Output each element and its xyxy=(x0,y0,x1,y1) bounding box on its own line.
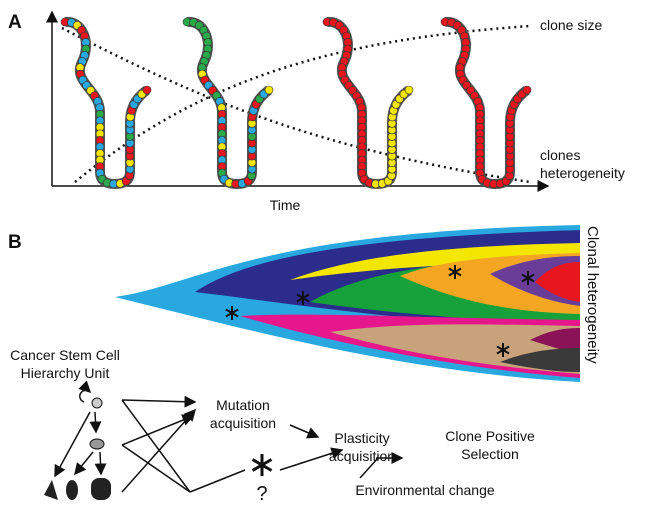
side-label: Clonal heterogeneity xyxy=(584,226,601,364)
crypt-cell xyxy=(404,85,414,95)
hierarchy-icon xyxy=(44,380,111,500)
crypt-cell xyxy=(264,85,274,95)
panel-label: A xyxy=(8,12,22,33)
asterisk xyxy=(496,343,510,357)
hierarchy-label: Hierarchy Unit xyxy=(21,365,110,381)
connectors xyxy=(121,395,404,493)
panel-b: B Clonal heterogeneity Cancer Stem Cell … xyxy=(8,225,601,505)
asterisk-stroke xyxy=(251,458,273,472)
mutation-markers xyxy=(225,265,535,476)
asterisk xyxy=(448,265,462,279)
panel-label: B xyxy=(8,232,22,253)
step-label: Mutation xyxy=(216,397,270,413)
asterisk xyxy=(521,271,535,285)
asterisk-stroke xyxy=(225,308,239,318)
unknown-mark: ? xyxy=(256,483,267,505)
x-axis-label: Time xyxy=(270,197,301,213)
fish-plot xyxy=(115,225,580,382)
step-label: acquisition xyxy=(329,448,395,464)
asterisk xyxy=(296,291,310,305)
step-label: acquisition xyxy=(210,415,276,431)
crypt-cell xyxy=(142,85,152,95)
panel-a: A Time clone size clones heterogeneity xyxy=(8,10,625,213)
asterisk xyxy=(251,454,273,476)
hierarchy-label: Cancer Stem Cell xyxy=(10,347,120,363)
asterisk-stroke xyxy=(296,293,310,303)
curve-label: heterogeneity xyxy=(540,165,625,181)
asterisk-stroke xyxy=(521,273,535,283)
crypt-cell xyxy=(522,85,532,95)
curve-label: clones xyxy=(540,147,580,163)
asterisk-stroke xyxy=(448,267,462,277)
crypts xyxy=(60,17,532,190)
asterisk-stroke xyxy=(496,345,510,355)
step-label: Plasticity xyxy=(334,430,389,446)
step-label: Environmental change xyxy=(355,482,495,498)
step-label: Selection xyxy=(461,446,519,462)
asterisk xyxy=(225,306,239,320)
step-label: Clone Positive xyxy=(445,428,535,444)
curve-label: clone size xyxy=(540,17,602,33)
clone-size-curve xyxy=(74,24,531,183)
